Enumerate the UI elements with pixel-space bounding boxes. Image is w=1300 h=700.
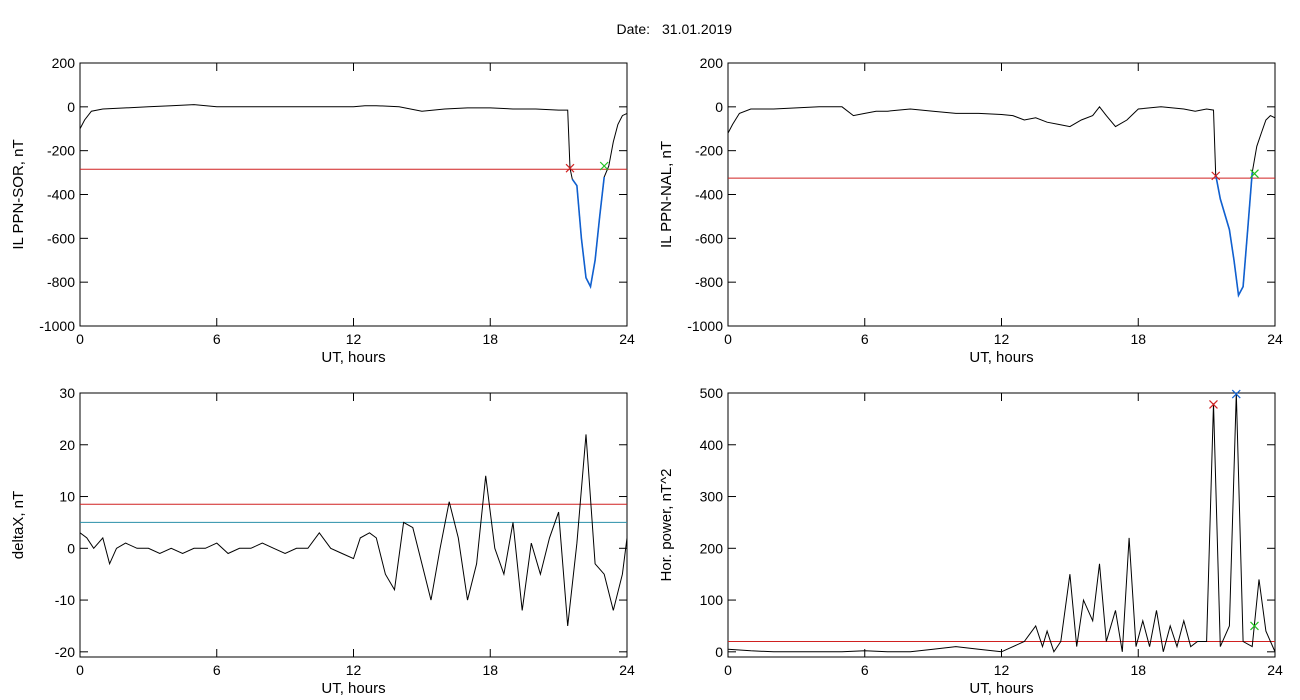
x-tick-label: 18 xyxy=(482,331,498,347)
y-tick-label: -600 xyxy=(47,230,75,246)
plot-area xyxy=(80,434,627,626)
y-axis-label: deltaX, nT xyxy=(10,491,27,559)
y-tick-label: 0 xyxy=(67,99,75,115)
x-tick-label: 0 xyxy=(724,331,732,347)
marker-red xyxy=(565,163,575,173)
x-tick-label: 12 xyxy=(346,331,362,347)
x-tick-label: 6 xyxy=(213,662,221,678)
x-axis-label: UT, hours xyxy=(321,349,385,366)
y-tick-label: 0 xyxy=(67,540,75,556)
y-tick-label: -1000 xyxy=(687,318,723,334)
series-line-blue xyxy=(571,176,605,290)
chart-panel-3: -20 -10 0 10 20 30 0 6 12 18 24 UT, hours deltaX, nT xyxy=(10,385,635,697)
series-line-black xyxy=(80,104,627,289)
y-tick-label: -20 xyxy=(55,644,75,660)
date-label: Date: xyxy=(617,21,650,37)
series-line-blue xyxy=(1214,172,1253,298)
y-tick-label: 20 xyxy=(59,437,75,453)
y-tick-label: -200 xyxy=(47,143,75,159)
y-axis-label: Hor. power, nT^2 xyxy=(658,469,675,582)
x-tick-label: 6 xyxy=(213,331,221,347)
x-tick-label: 12 xyxy=(994,662,1010,678)
x-tick-label: 18 xyxy=(482,662,498,678)
marker-green xyxy=(599,161,609,171)
x-tick-label: 12 xyxy=(346,662,362,678)
y-tick-label: 100 xyxy=(700,592,724,608)
y-tick-label: 300 xyxy=(700,489,724,505)
series-line-black xyxy=(728,393,1275,653)
x-tick-label: 24 xyxy=(619,331,635,347)
plot-area xyxy=(80,104,627,290)
x-tick-label: 24 xyxy=(1267,662,1283,678)
x-tick-label: 6 xyxy=(861,331,869,347)
series-line-black xyxy=(728,105,1275,297)
x-tick-label: 18 xyxy=(1130,662,1146,678)
y-tick-label: -1000 xyxy=(39,318,75,334)
y-tick-label: -200 xyxy=(695,143,723,159)
y-tick-label: 0 xyxy=(715,644,723,660)
plot-frame xyxy=(79,62,628,327)
marker-red xyxy=(1211,171,1221,181)
series-line-black xyxy=(80,434,627,626)
plot-frame xyxy=(727,392,1276,658)
y-tick-label: 0 xyxy=(715,99,723,115)
y-tick-label: 200 xyxy=(700,55,724,71)
marker-green xyxy=(1250,621,1259,631)
marker-red xyxy=(1209,399,1218,409)
y-tick-label: 200 xyxy=(700,540,724,556)
plot-frame xyxy=(79,392,628,658)
y-tick-label: -400 xyxy=(47,187,75,203)
x-tick-label: 6 xyxy=(861,662,869,678)
y-tick-label: 400 xyxy=(700,437,724,453)
x-axis-label: UT, hours xyxy=(969,349,1033,366)
marker-blue xyxy=(1231,389,1241,399)
x-tick-label: 0 xyxy=(724,662,732,678)
plot-area xyxy=(728,393,1275,653)
x-tick-label: 12 xyxy=(994,331,1010,347)
x-axis-label: UT, hours xyxy=(969,680,1033,697)
x-axis-label: UT, hours xyxy=(321,680,385,697)
y-tick-label: -400 xyxy=(695,187,723,203)
y-tick-label: 10 xyxy=(59,489,75,505)
chart-panel-4: 0 100 200 300 400 500 0 6 12 18 24 UT, hours Hor. po… xyxy=(658,385,1283,697)
plot-area xyxy=(728,105,1275,298)
y-tick-label: 200 xyxy=(52,55,76,71)
y-axis-label: IL PPN-SOR, nT xyxy=(10,139,27,249)
y-tick-label: -800 xyxy=(47,274,75,290)
x-tick-label: 0 xyxy=(76,331,84,347)
x-tick-label: 0 xyxy=(76,662,84,678)
x-tick-label: 24 xyxy=(619,662,635,678)
x-tick-label: 18 xyxy=(1130,331,1146,347)
y-tick-label: 30 xyxy=(59,385,75,401)
marker-green xyxy=(1250,169,1259,179)
chart-panel-1: -1000 -800 -600 -400 -200 0 200 0 6 12 18 24 UT, hou… xyxy=(10,55,635,366)
y-tick-label: -600 xyxy=(695,230,723,246)
y-tick-label: -800 xyxy=(695,274,723,290)
y-tick-label: 500 xyxy=(700,385,724,401)
x-tick-label: 24 xyxy=(1267,331,1283,347)
y-axis-label: IL PPN-NAL, nT xyxy=(658,141,675,248)
chart-panel-2: -1000 -800 -600 -400 -200 0 200 0 6 12 18 24 UT, hou… xyxy=(658,55,1283,366)
y-tick-label: -10 xyxy=(55,592,75,608)
date-value: 31.01.2019 xyxy=(662,21,732,37)
plot-frame xyxy=(727,62,1276,327)
